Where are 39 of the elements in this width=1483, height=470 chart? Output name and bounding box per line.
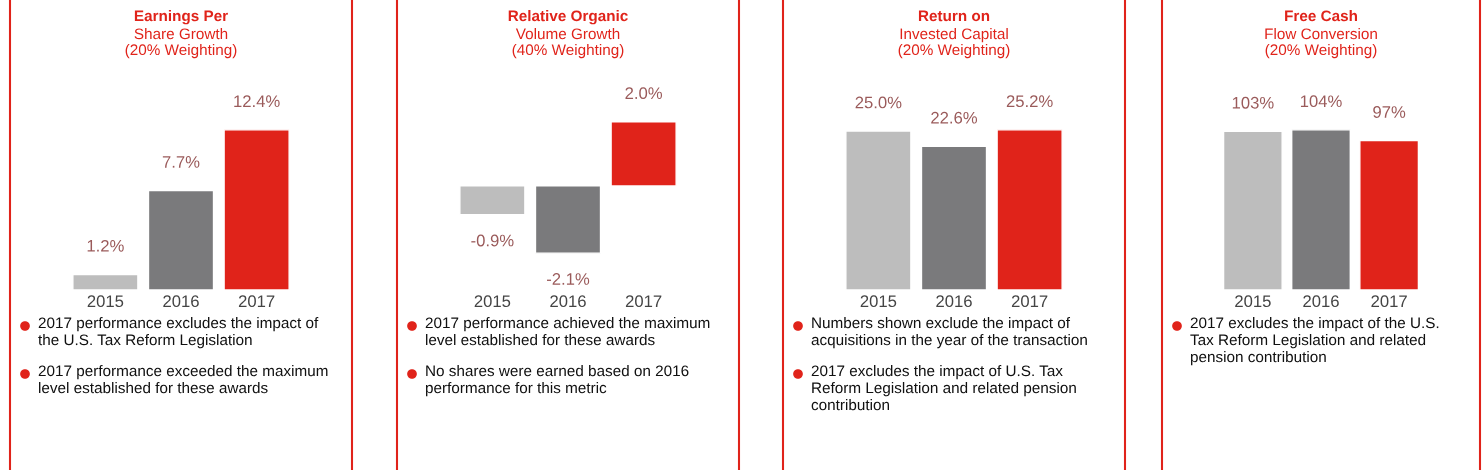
x-tick-label: 2015 bbox=[1235, 295, 1271, 308]
data-label: 12.4% bbox=[234, 95, 280, 108]
chart-subtitle: Invested Capital (20% Weighting) bbox=[898, 28, 1010, 59]
x-tick-label: 2016 bbox=[936, 295, 972, 308]
chart-subtitle: Flow Conversion (20% Weighting) bbox=[1265, 28, 1377, 59]
text: 2017 performance achieved the maximum level established for these awards bbox=[425, 317, 710, 346]
data-label: 7.7% bbox=[162, 156, 200, 168]
chart-subtitle: Share Growth (20% Weighting) bbox=[125, 28, 237, 59]
x-tick-label: 2016 bbox=[1303, 295, 1339, 308]
x-tick-label: 2017 bbox=[625, 295, 662, 308]
x-tick-label: 2017 bbox=[238, 295, 275, 308]
text: 2017 performance excludes the impact of the U.S. Tax Reform Legislation bbox=[38, 317, 319, 349]
x-tick-label: 2016 bbox=[550, 295, 586, 308]
data-label: 104% bbox=[1300, 95, 1342, 108]
data-label: 25.0% bbox=[855, 96, 902, 109]
text: No shares were earned based on 2016 performance for this metric bbox=[425, 365, 689, 397]
data-label: -2.1% bbox=[546, 273, 590, 285]
data-label: 1.2% bbox=[87, 239, 124, 252]
data-label: 97% bbox=[1373, 106, 1406, 118]
data-label: 103% bbox=[1232, 96, 1274, 109]
text: 2017 excludes the impact of the U.S. Tax Reform Legislation and related pension contribution bbox=[1190, 317, 1439, 366]
chart-title: Return on bbox=[918, 10, 990, 22]
x-tick-label: 2015 bbox=[87, 295, 124, 308]
text: 2017 excludes the impact of U.S. Tax Reform Legislation and related pension contribution bbox=[811, 365, 1076, 411]
x-tick-label: 2015 bbox=[474, 295, 511, 308]
x-tick-label: 2017 bbox=[1371, 295, 1407, 308]
data-label: 2.0% bbox=[625, 87, 663, 100]
x-tick-label: 2017 bbox=[1011, 295, 1048, 308]
data-label: -0.9% bbox=[471, 234, 514, 247]
x-tick-label: 2016 bbox=[163, 295, 199, 308]
chart-subtitle: Volume Growth (40% Weighting) bbox=[512, 28, 624, 59]
x-tick-label: 2015 bbox=[860, 295, 897, 308]
data-label: 22.6% bbox=[931, 111, 978, 124]
chart-title: Earnings Per bbox=[134, 10, 228, 25]
data-label: 25.2% bbox=[1006, 95, 1053, 108]
text: 2017 performance exceeded the maximum level established for these awards bbox=[38, 365, 328, 394]
chart-title: Free Cash bbox=[1285, 10, 1357, 22]
text: Numbers shown exclude the impact of acquisitions in the year of the transaction bbox=[811, 317, 1087, 349]
chart-title: Relative Organic bbox=[508, 10, 628, 25]
